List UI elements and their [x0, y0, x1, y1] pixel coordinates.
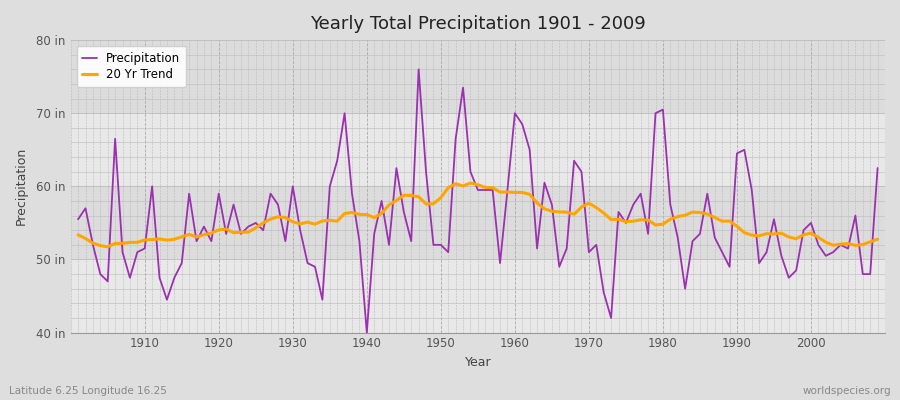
20 Yr Trend	[517, 190, 527, 195]
20 Yr Trend	[302, 220, 313, 225]
Precipitation	[339, 111, 350, 116]
Bar	[71, 113, 885, 186]
Precipitation	[73, 217, 84, 222]
20 Yr Trend	[872, 237, 883, 242]
Precipitation	[362, 330, 373, 335]
Bar	[71, 260, 885, 332]
X-axis label: Year: Year	[464, 356, 491, 369]
Precipitation	[517, 122, 527, 126]
Precipitation	[295, 228, 306, 233]
Text: worldspecies.org: worldspecies.org	[803, 386, 891, 396]
Precipitation	[413, 67, 424, 72]
Precipitation	[525, 147, 535, 152]
Legend: Precipitation, 20 Yr Trend: Precipitation, 20 Yr Trend	[76, 46, 186, 87]
Bar	[71, 186, 885, 260]
Text: Latitude 6.25 Longitude 16.25: Latitude 6.25 Longitude 16.25	[9, 386, 166, 396]
Precipitation	[132, 250, 143, 254]
Bar	[71, 40, 885, 113]
Title: Yearly Total Precipitation 1901 - 2009: Yearly Total Precipitation 1901 - 2009	[310, 15, 645, 33]
20 Yr Trend	[465, 181, 476, 186]
Y-axis label: Precipitation: Precipitation	[15, 147, 28, 226]
Precipitation	[872, 166, 883, 170]
20 Yr Trend	[346, 210, 357, 215]
Line: Precipitation: Precipitation	[78, 69, 878, 332]
20 Yr Trend	[140, 238, 150, 242]
20 Yr Trend	[613, 217, 624, 222]
Precipitation	[613, 210, 624, 214]
20 Yr Trend	[73, 232, 84, 237]
Line: 20 Yr Trend: 20 Yr Trend	[78, 183, 878, 247]
20 Yr Trend	[103, 244, 113, 249]
20 Yr Trend	[525, 192, 535, 197]
